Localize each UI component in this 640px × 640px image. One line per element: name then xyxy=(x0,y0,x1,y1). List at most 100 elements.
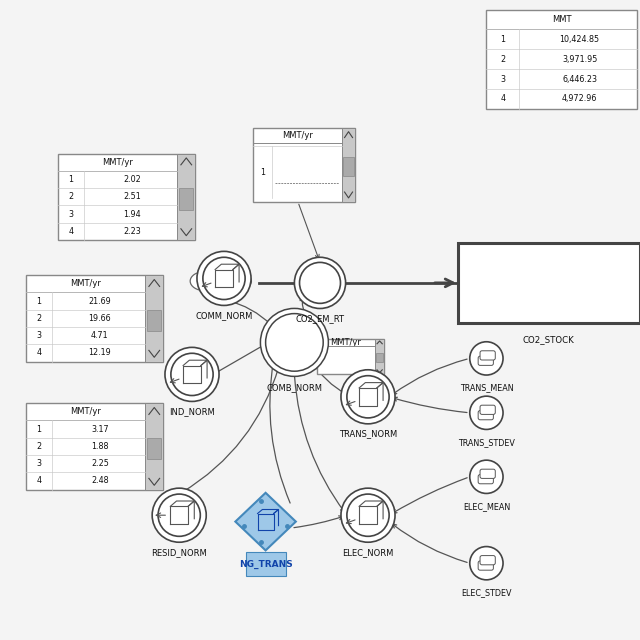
Text: 4,972.96: 4,972.96 xyxy=(562,94,597,104)
Polygon shape xyxy=(308,270,332,283)
FancyArrowPatch shape xyxy=(392,524,467,563)
Circle shape xyxy=(341,370,395,424)
Circle shape xyxy=(260,308,328,376)
FancyArrowPatch shape xyxy=(294,377,344,512)
FancyBboxPatch shape xyxy=(246,552,285,576)
Text: CO2_EM_RT: CO2_EM_RT xyxy=(296,315,344,324)
FancyBboxPatch shape xyxy=(478,475,493,484)
FancyBboxPatch shape xyxy=(147,310,161,332)
Text: COMB_NORM: COMB_NORM xyxy=(266,383,323,392)
FancyArrowPatch shape xyxy=(182,367,280,493)
Text: 12.19: 12.19 xyxy=(88,348,111,358)
FancyBboxPatch shape xyxy=(478,356,493,365)
Circle shape xyxy=(470,342,503,375)
Ellipse shape xyxy=(209,278,233,294)
Circle shape xyxy=(158,494,200,536)
Circle shape xyxy=(294,257,346,308)
Text: 21.69: 21.69 xyxy=(88,296,111,306)
Text: 10,424.85: 10,424.85 xyxy=(559,35,600,44)
Circle shape xyxy=(152,488,206,542)
FancyArrowPatch shape xyxy=(393,477,467,513)
FancyArrowPatch shape xyxy=(270,361,290,503)
FancyBboxPatch shape xyxy=(375,339,384,374)
Text: TRANS_MEAN: TRANS_MEAN xyxy=(460,383,513,392)
Polygon shape xyxy=(236,493,296,550)
Text: MMT/yr: MMT/yr xyxy=(70,407,101,417)
Text: 4: 4 xyxy=(36,348,41,358)
FancyBboxPatch shape xyxy=(480,556,495,565)
Text: 3: 3 xyxy=(500,74,506,84)
FancyBboxPatch shape xyxy=(145,403,163,490)
Text: MMT: MMT xyxy=(552,15,572,24)
Text: 3.17: 3.17 xyxy=(91,424,109,434)
FancyArrowPatch shape xyxy=(393,397,467,413)
Text: CO2_STOCK: CO2_STOCK xyxy=(523,335,575,344)
FancyBboxPatch shape xyxy=(145,275,163,362)
Circle shape xyxy=(171,353,213,396)
Circle shape xyxy=(300,262,340,303)
FancyBboxPatch shape xyxy=(342,128,355,202)
Text: ELEC_STDEV: ELEC_STDEV xyxy=(461,588,511,597)
Text: 3: 3 xyxy=(36,459,41,468)
Text: MMT/yr: MMT/yr xyxy=(331,338,362,348)
Ellipse shape xyxy=(222,271,252,291)
Text: 2: 2 xyxy=(36,314,42,323)
Text: 19.66: 19.66 xyxy=(88,314,111,323)
Text: 2.23: 2.23 xyxy=(123,227,141,236)
FancyArrowPatch shape xyxy=(294,516,343,527)
FancyBboxPatch shape xyxy=(253,128,355,202)
Text: 1: 1 xyxy=(500,35,506,44)
Circle shape xyxy=(470,460,503,493)
FancyArrowPatch shape xyxy=(216,344,265,373)
Text: 4: 4 xyxy=(500,94,506,104)
Text: 2.02: 2.02 xyxy=(123,175,141,184)
FancyBboxPatch shape xyxy=(317,339,384,374)
Text: 1.94: 1.94 xyxy=(123,209,141,219)
Text: 1: 1 xyxy=(260,168,265,177)
Text: 2.51: 2.51 xyxy=(123,192,141,202)
Text: MMT/yr: MMT/yr xyxy=(102,157,133,167)
Ellipse shape xyxy=(202,265,239,289)
Circle shape xyxy=(470,547,503,580)
Text: NG_TRANS: NG_TRANS xyxy=(239,560,292,569)
Text: 3,971.95: 3,971.95 xyxy=(562,54,597,64)
Text: 2: 2 xyxy=(68,192,74,202)
Text: 2: 2 xyxy=(36,442,42,451)
Text: IND_NORM: IND_NORM xyxy=(169,407,215,416)
FancyArrowPatch shape xyxy=(227,300,271,325)
Text: 3: 3 xyxy=(68,209,73,219)
Circle shape xyxy=(347,494,389,536)
Text: 3: 3 xyxy=(36,331,41,340)
Text: 4: 4 xyxy=(36,476,41,486)
Text: 4.71: 4.71 xyxy=(91,331,109,340)
Text: 1: 1 xyxy=(68,175,73,184)
FancyBboxPatch shape xyxy=(478,411,493,420)
Circle shape xyxy=(266,314,323,371)
Text: 1.88: 1.88 xyxy=(91,442,109,451)
Circle shape xyxy=(197,252,251,305)
Text: TRANS_STDEV: TRANS_STDEV xyxy=(458,438,515,447)
FancyBboxPatch shape xyxy=(177,154,195,240)
Text: MMT/yr: MMT/yr xyxy=(70,279,101,289)
Text: RESID_NORM: RESID_NORM xyxy=(151,548,207,557)
Text: COMM_NORM: COMM_NORM xyxy=(195,311,253,320)
FancyArrowPatch shape xyxy=(300,297,307,317)
FancyBboxPatch shape xyxy=(486,10,637,109)
FancyBboxPatch shape xyxy=(26,403,163,490)
FancyBboxPatch shape xyxy=(343,157,354,176)
Circle shape xyxy=(203,257,245,300)
FancyBboxPatch shape xyxy=(179,188,193,210)
Text: 1: 1 xyxy=(36,424,41,434)
FancyArrowPatch shape xyxy=(392,359,467,394)
Ellipse shape xyxy=(190,271,220,291)
Text: TRANS_NORM: TRANS_NORM xyxy=(339,429,397,438)
Text: MMT/yr: MMT/yr xyxy=(282,131,313,140)
FancyBboxPatch shape xyxy=(458,243,640,323)
Circle shape xyxy=(347,376,389,418)
Circle shape xyxy=(470,396,503,429)
FancyBboxPatch shape xyxy=(480,405,495,415)
Text: 4: 4 xyxy=(68,227,73,236)
FancyBboxPatch shape xyxy=(478,561,493,570)
Text: 6,446.23: 6,446.23 xyxy=(562,74,597,84)
Text: 2.48: 2.48 xyxy=(91,476,109,486)
